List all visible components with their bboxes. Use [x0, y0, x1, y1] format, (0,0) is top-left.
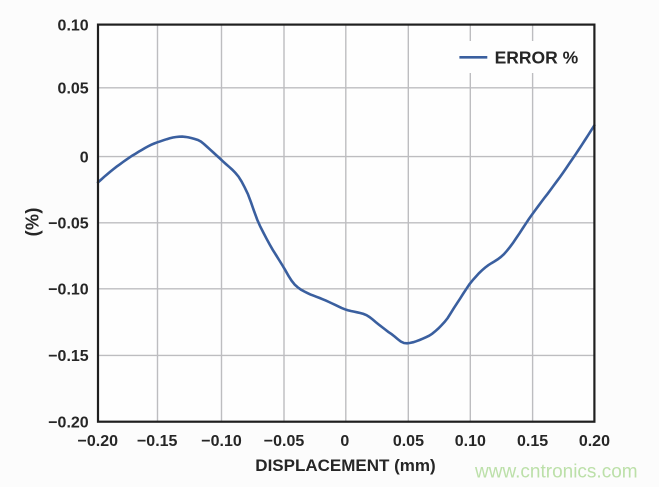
svg-text:0.20: 0.20 [579, 433, 610, 450]
svg-text:−0.20: −0.20 [78, 433, 119, 450]
svg-text:−0.15: −0.15 [48, 348, 89, 365]
svg-text:0: 0 [80, 149, 89, 166]
svg-text:−0.05: −0.05 [48, 216, 89, 233]
svg-text:0.05: 0.05 [393, 433, 424, 450]
svg-text:0.10: 0.10 [58, 17, 89, 34]
svg-text:DISPLACEMENT (mm): DISPLACEMENT (mm) [255, 456, 435, 475]
svg-text:−0.20: −0.20 [48, 414, 89, 431]
svg-text:0.05: 0.05 [58, 81, 89, 98]
svg-text:ERROR %: ERROR % [495, 48, 579, 68]
svg-text:−0.05: −0.05 [264, 433, 305, 450]
svg-text:www.cntronics.com: www.cntronics.com [474, 462, 638, 483]
svg-text:0: 0 [340, 433, 349, 450]
svg-text:0.10: 0.10 [455, 433, 486, 450]
svg-text:−0.10: −0.10 [48, 282, 89, 299]
svg-text:−0.10: −0.10 [201, 433, 242, 450]
svg-text:(%): (%) [23, 207, 43, 236]
svg-text:0.15: 0.15 [517, 433, 548, 450]
svg-text:−0.15: −0.15 [137, 433, 178, 450]
